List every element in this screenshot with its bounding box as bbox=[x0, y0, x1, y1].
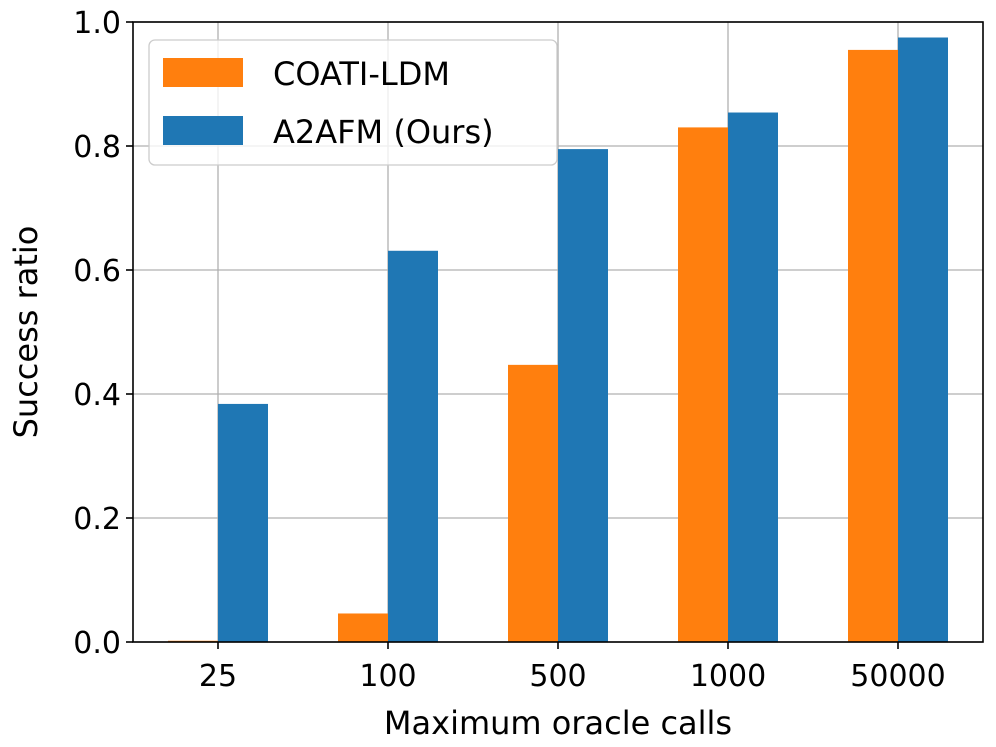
legend: COATI-LDM A2AFM (Ours) bbox=[148, 39, 558, 166]
x-tick-label-100: 100 bbox=[359, 659, 416, 694]
bar-coati-ldm-1000 bbox=[678, 127, 728, 642]
y-axis-label: Success ratio bbox=[7, 226, 45, 439]
plot-frame bbox=[132, 21, 984, 643]
x-tick-label-500: 500 bbox=[529, 659, 586, 694]
y-tick-label: 0.8 bbox=[73, 130, 121, 165]
tick-labels: 0.0 0.2 0.4 0.6 0.8 1.0 25 100 500 1000 50000 bbox=[73, 6, 945, 694]
bar-coati-ldm-100 bbox=[338, 613, 388, 642]
bar-a2afm-ours-500 bbox=[558, 149, 608, 642]
y-tick-label: 0.2 bbox=[73, 502, 121, 537]
x-tick-label-1000: 1000 bbox=[690, 659, 766, 694]
bar-a2afm-ours-100 bbox=[388, 250, 438, 642]
legend-label-a2afm: A2AFM (Ours) bbox=[273, 113, 494, 151]
bar-coati-ldm-500 bbox=[508, 364, 558, 642]
x-tick-label-25: 25 bbox=[199, 659, 237, 694]
legend-label-coati-ldm: COATI-LDM bbox=[273, 55, 450, 93]
bar-a2afm-ours-25 bbox=[218, 403, 268, 642]
bar-coati-ldm-50000 bbox=[848, 49, 898, 642]
legend-frame bbox=[148, 39, 558, 166]
x-axis-label: Maximum oracle calls bbox=[384, 704, 732, 742]
y-tick-label: 0.4 bbox=[73, 378, 121, 413]
bar-a2afm-ours-1000 bbox=[728, 112, 778, 642]
y-tick-label: 1.0 bbox=[73, 6, 121, 41]
legend-swatch-a2afm bbox=[163, 116, 243, 145]
axes bbox=[126, 21, 984, 649]
bar-a2afm-ours-50000 bbox=[898, 37, 948, 642]
bars bbox=[168, 37, 948, 642]
y-tick-label: 0.6 bbox=[73, 254, 121, 289]
y-tick-label: 0.0 bbox=[73, 626, 121, 661]
x-tick-label-50000: 50000 bbox=[850, 659, 945, 694]
legend-swatch-coati-ldm bbox=[163, 58, 243, 87]
